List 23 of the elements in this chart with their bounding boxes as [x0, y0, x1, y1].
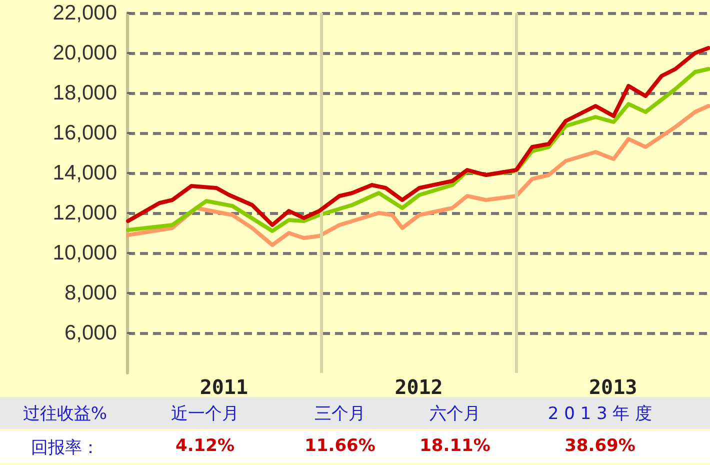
text: 六个月 [430, 403, 480, 425]
y-tick-label: 18,000 [52, 82, 117, 104]
x-tick-label: 2012 [394, 375, 443, 399]
line-series [126, 104, 710, 247]
x-tick-label: 2013 [589, 375, 638, 399]
y-tick-label: 8,000 [64, 282, 117, 304]
text: 38.69% [564, 436, 636, 456]
text: 近一个月 [171, 403, 239, 425]
text: 2 0 1 3 年 度 [548, 403, 652, 425]
y-tick-label: 14,000 [52, 162, 117, 184]
y-tick-label: 22,000 [52, 2, 117, 24]
text: 4.12% [176, 436, 234, 456]
x-tick-label: 2011 [200, 375, 248, 399]
text: 18.11% [420, 436, 490, 456]
y-tick-label: 20,000 [52, 42, 117, 64]
y-tick-label: 12,000 [52, 202, 117, 224]
text: 三个月 [314, 403, 366, 425]
y-tick-label: 6,000 [64, 322, 117, 344]
text: 回报率： [31, 437, 99, 459]
text: 过往收益% [22, 403, 108, 425]
y-tick-label: 16,000 [52, 122, 117, 144]
y-tick-label: 10,000 [52, 242, 117, 264]
text: 11.66% [304, 436, 376, 456]
